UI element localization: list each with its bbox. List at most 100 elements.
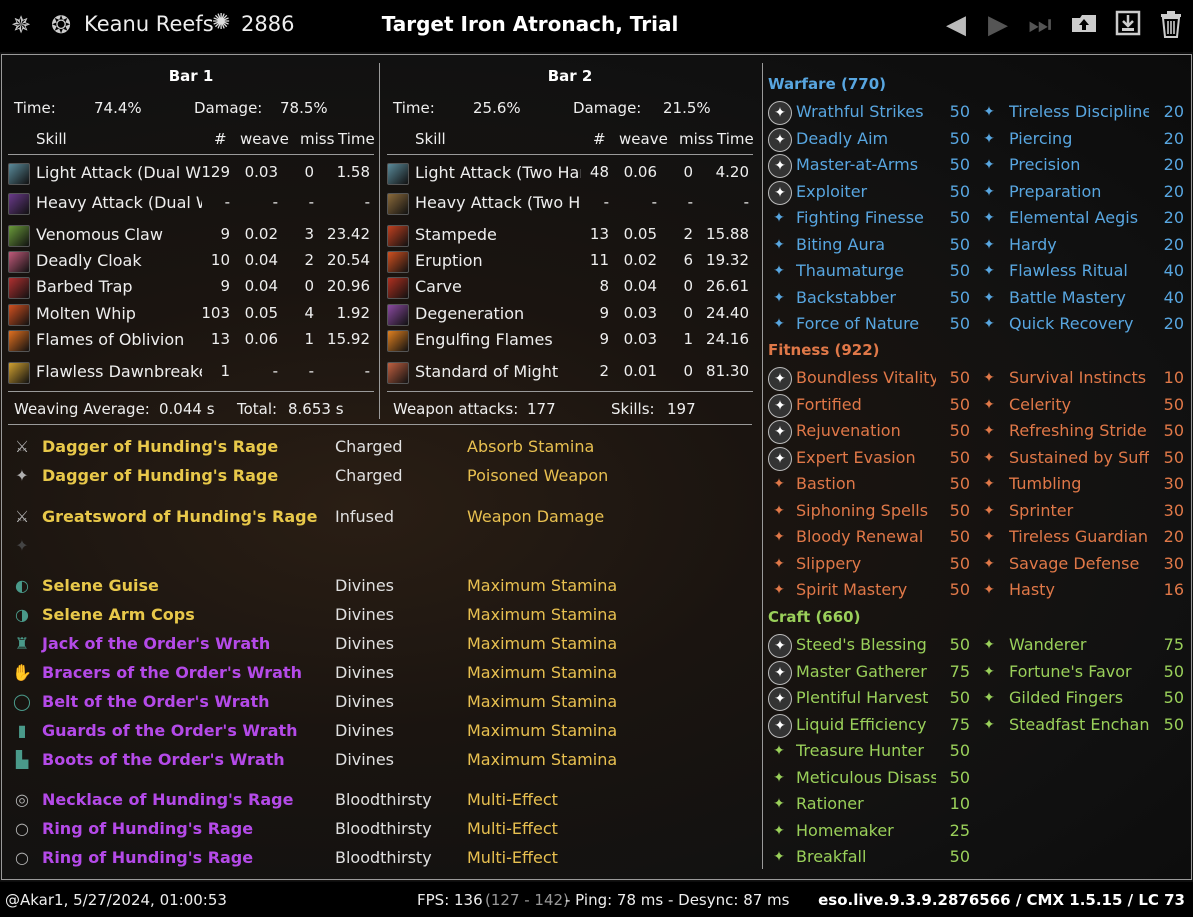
skill-row: Light Attack (Dual Wi 129 0.03 0 1.58: [8, 159, 374, 185]
cp-star-points: 10: [1163, 368, 1184, 387]
gear-trait: Infused: [335, 507, 394, 526]
delete-icon[interactable]: [1155, 10, 1187, 40]
cp-star-name: Breakfall: [796, 847, 867, 866]
skill-time: -: [743, 193, 749, 211]
cp-star-points: 50: [949, 847, 970, 866]
cp-star-row: ✦ Exploiter 50: [768, 179, 978, 205]
cp-star-row: ✦ Spirit Mastery 50: [768, 577, 978, 603]
gear-name: Guards of the Order's Wrath: [42, 721, 298, 740]
cp-star-points: 50: [949, 527, 970, 546]
cp-star-name: Exploiter: [796, 181, 868, 201]
cp-star-points: 50: [949, 287, 970, 307]
cp-star-row: ✦ Precision 20: [982, 152, 1186, 178]
cp-star-points: 30: [1163, 553, 1184, 573]
cp-star-name: Treasure Hunter: [796, 741, 924, 760]
gear-trait: Bloodthirsty: [335, 819, 432, 838]
skill-icon: [8, 225, 30, 247]
cp-star-row: ✦ Bastion 50: [768, 471, 978, 497]
cp-star-name: Survival Instincts: [1009, 368, 1147, 387]
cp-star-points: 75: [1163, 635, 1184, 654]
champion-points-icon: ✺: [212, 10, 231, 35]
menu-emblem-icon[interactable]: ✵: [10, 11, 32, 39]
cp-star-row: ✦ Rationer 10: [768, 791, 978, 817]
cp-star-name: Tireless Discipline: [1009, 102, 1149, 121]
skill-time: 20.54: [327, 251, 370, 269]
chest-icon: ♜: [14, 634, 30, 653]
empty-slot-icon: ✦: [15, 536, 29, 555]
skill-weave: 0.06: [623, 163, 657, 181]
skill-row: Barbed Trap 9 0.04 0 20.96: [8, 273, 374, 299]
cp-star-points: 20: [1163, 181, 1184, 201]
cp-star-name: Fighting Finesse: [796, 208, 924, 227]
cp-star-row: ✦ Tireless Discipline 20: [982, 99, 1186, 125]
slotted-star-icon: ✦: [768, 180, 792, 205]
last-fight-icon[interactable]: ⏭: [1028, 10, 1052, 40]
next-fight-icon[interactable]: ▶: [988, 10, 1008, 40]
ring-icon: ○: [15, 819, 29, 838]
skill-miss: 2: [304, 251, 314, 269]
skill-row: Flawless Dawnbreake 1 - - -: [8, 358, 374, 384]
gear-name: Dagger of Hunding's Rage: [42, 437, 279, 456]
skill-weave: -: [651, 193, 657, 211]
cp-star-row: ✦ Quick Recovery 20: [982, 311, 1186, 337]
star-icon: ✦: [983, 289, 995, 306]
bar1-col-count: #: [214, 130, 227, 148]
star-icon: ✦: [983, 582, 995, 598]
upload-icon[interactable]: [1068, 10, 1100, 40]
skill-weave: 0.01: [623, 362, 657, 380]
fps-range: (127 - 142): [485, 891, 569, 909]
skill-icon: [8, 304, 30, 326]
skill-name: Standard of Might: [415, 362, 559, 381]
cp-star-points: 50: [949, 500, 970, 520]
bar2-panel: Bar 2 Time: 25.6% Damage: 21.5% Skill # …: [387, 53, 754, 423]
bar2-header-rule: [387, 154, 753, 155]
gear-trait: Divines: [335, 605, 394, 624]
gear-row: ✦ Dagger of Hunding's Rage Charged Poisoned…: [10, 462, 750, 490]
cp-star-name: Elemental Aegis: [1009, 208, 1139, 227]
gear-row: ▮ Guards of the Order's Wrath Divines Maxim…: [10, 717, 750, 745]
main-panel: Bar 1 Time: 74.4% Damage: 78.5% Skill # …: [0, 53, 1193, 881]
cp-star-row: ✦ Refreshing Stride 50: [982, 418, 1186, 444]
gear-trait: Charged: [335, 466, 403, 485]
cp-star-points: 50: [949, 314, 970, 333]
cp-star-points: 25: [949, 820, 970, 840]
bar1-damage-value: 78.5%: [280, 99, 328, 117]
skill-count: 1: [220, 362, 230, 380]
cp-star-row: ✦ Preparation 20: [982, 179, 1186, 205]
skill-row: Heavy Attack (Dual W - - - -: [8, 189, 374, 215]
ping-desync: - Ping: 78 ms - Desync: 87 ms: [565, 891, 790, 909]
gear-name: Necklace of Hunding's Rage: [42, 790, 294, 809]
cp-star-points: 50: [949, 234, 970, 254]
cp-star-points: 20: [1163, 155, 1184, 174]
skill-weave: 0.04: [623, 277, 657, 295]
cp-star-name: Slippery: [796, 553, 862, 573]
bar2-footer-rule: [387, 391, 753, 392]
cp-star-points: 50: [949, 741, 970, 760]
skill-time: 1.92: [336, 304, 370, 322]
skill-icon: [387, 362, 409, 384]
cp-star-row: ✦ Fighting Finesse 50: [768, 205, 978, 231]
bar2-col-count: #: [593, 130, 606, 148]
skill-name: Heavy Attack (Two Ha: [415, 193, 581, 212]
star-icon: ✦: [773, 529, 785, 545]
gear-name: Ring of Hunding's Rage: [42, 819, 254, 838]
cp-star-points: 50: [949, 635, 970, 654]
gear-trait: Bloodthirsty: [335, 790, 432, 809]
cp-star-row: ✦ Piercing 20: [982, 126, 1186, 152]
skill-name: Molten Whip: [36, 304, 136, 323]
save-icon[interactable]: [1112, 10, 1144, 40]
skill-name: Flames of Oblivion: [36, 330, 185, 349]
prev-fight-icon[interactable]: ◀: [946, 10, 966, 40]
star-icon: ✦: [983, 663, 995, 680]
cp-star-name: Wrathful Strikes: [796, 102, 924, 121]
skill-icon: [8, 330, 30, 352]
gear-row: ⚔ Greatsword of Hunding's Rage Infused Weap…: [10, 503, 750, 531]
cp-star-points: 50: [1163, 661, 1184, 681]
cp-star-name: Biting Aura: [796, 234, 885, 254]
skill-count: 48: [589, 163, 609, 181]
fps-label: FPS: 136: [417, 891, 483, 909]
cp-star-name: Bastion: [796, 474, 856, 493]
bar2-time-value: 25.6%: [473, 99, 521, 117]
skill-icon: [8, 277, 30, 299]
skill-icon: [387, 193, 409, 215]
